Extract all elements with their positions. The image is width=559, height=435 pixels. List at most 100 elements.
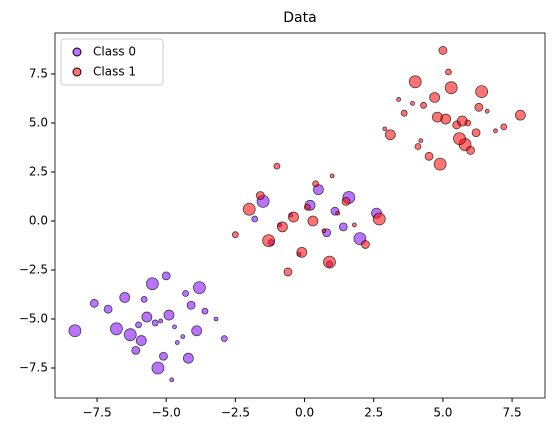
point <box>414 143 422 150</box>
point <box>335 210 341 216</box>
point <box>420 101 427 109</box>
point <box>161 271 171 281</box>
point <box>220 335 228 343</box>
point <box>456 115 468 127</box>
legend: Class 0 Class 1 <box>60 38 164 86</box>
legend-marker <box>72 67 82 77</box>
point <box>424 151 434 161</box>
point <box>262 234 275 247</box>
point <box>307 215 319 227</box>
point <box>445 68 452 76</box>
x-tick-label: −2.5 <box>221 406 250 420</box>
point <box>89 298 99 308</box>
legend-marker <box>72 47 82 57</box>
point <box>500 123 508 131</box>
point <box>418 138 424 144</box>
point <box>174 340 180 345</box>
point <box>68 324 82 338</box>
y-tick-label: −5.0 <box>19 312 48 326</box>
point <box>288 211 299 223</box>
point <box>251 215 259 223</box>
point <box>163 309 175 321</box>
point <box>410 100 415 106</box>
point <box>493 128 498 134</box>
point <box>312 180 320 188</box>
point <box>169 377 175 383</box>
point <box>474 102 484 112</box>
point <box>213 316 219 322</box>
point <box>255 191 265 200</box>
point <box>471 128 481 138</box>
point <box>140 295 148 303</box>
point <box>484 108 490 114</box>
point <box>431 111 443 123</box>
point <box>303 203 311 211</box>
point <box>400 109 408 117</box>
x-tick-label: 0.0 <box>295 406 314 420</box>
point <box>429 92 441 103</box>
point <box>444 81 458 95</box>
point <box>329 173 335 179</box>
point <box>283 267 293 277</box>
point <box>273 162 281 170</box>
point <box>351 222 357 228</box>
point <box>341 196 351 206</box>
point <box>159 351 168 361</box>
point <box>131 345 141 355</box>
y-tick-label: 2.5 <box>29 164 48 178</box>
point <box>384 129 396 141</box>
point <box>191 325 203 337</box>
point <box>151 361 165 375</box>
y-tick-label: 0.0 <box>29 213 48 227</box>
point <box>135 321 142 329</box>
y-tick-label: −7.5 <box>19 361 48 375</box>
point <box>338 222 348 232</box>
point <box>408 75 422 89</box>
legend-label: Class 1 <box>93 65 136 79</box>
y-tick-label: 7.5 <box>29 66 48 80</box>
point <box>277 221 288 233</box>
point <box>145 277 159 291</box>
point <box>396 97 402 102</box>
point <box>321 228 327 234</box>
point <box>466 146 475 155</box>
axes-frame <box>54 32 546 399</box>
point <box>186 300 196 310</box>
x-tick-label: −7.5 <box>82 406 111 420</box>
point <box>182 352 194 364</box>
point <box>231 231 239 239</box>
x-tick-label: 7.5 <box>503 406 522 420</box>
x-tick-label: 2.5 <box>364 406 383 420</box>
point <box>193 281 206 295</box>
x-tick-label: −5.0 <box>152 406 181 420</box>
point <box>123 328 137 342</box>
point <box>135 335 147 346</box>
point <box>182 290 189 297</box>
point <box>453 132 466 146</box>
point <box>242 202 256 216</box>
plot-area <box>68 46 526 383</box>
point <box>119 292 131 303</box>
point <box>438 46 448 55</box>
x-tick-label: 5.0 <box>433 406 452 420</box>
point <box>433 157 447 171</box>
point <box>103 304 113 314</box>
legend-label: Class 0 <box>93 45 136 59</box>
y-tick-label: −2.5 <box>19 262 48 276</box>
point <box>514 109 526 121</box>
point <box>372 212 386 226</box>
point <box>158 318 164 324</box>
point <box>296 246 308 258</box>
point <box>382 126 388 132</box>
point <box>172 324 177 330</box>
chart-title: Data <box>283 10 316 26</box>
y-tick-label: 5.0 <box>29 115 48 129</box>
point <box>180 334 186 340</box>
point <box>151 319 159 327</box>
point <box>110 322 123 336</box>
point <box>475 85 489 99</box>
point <box>361 240 370 249</box>
legend-box <box>60 38 164 86</box>
point <box>323 255 336 269</box>
